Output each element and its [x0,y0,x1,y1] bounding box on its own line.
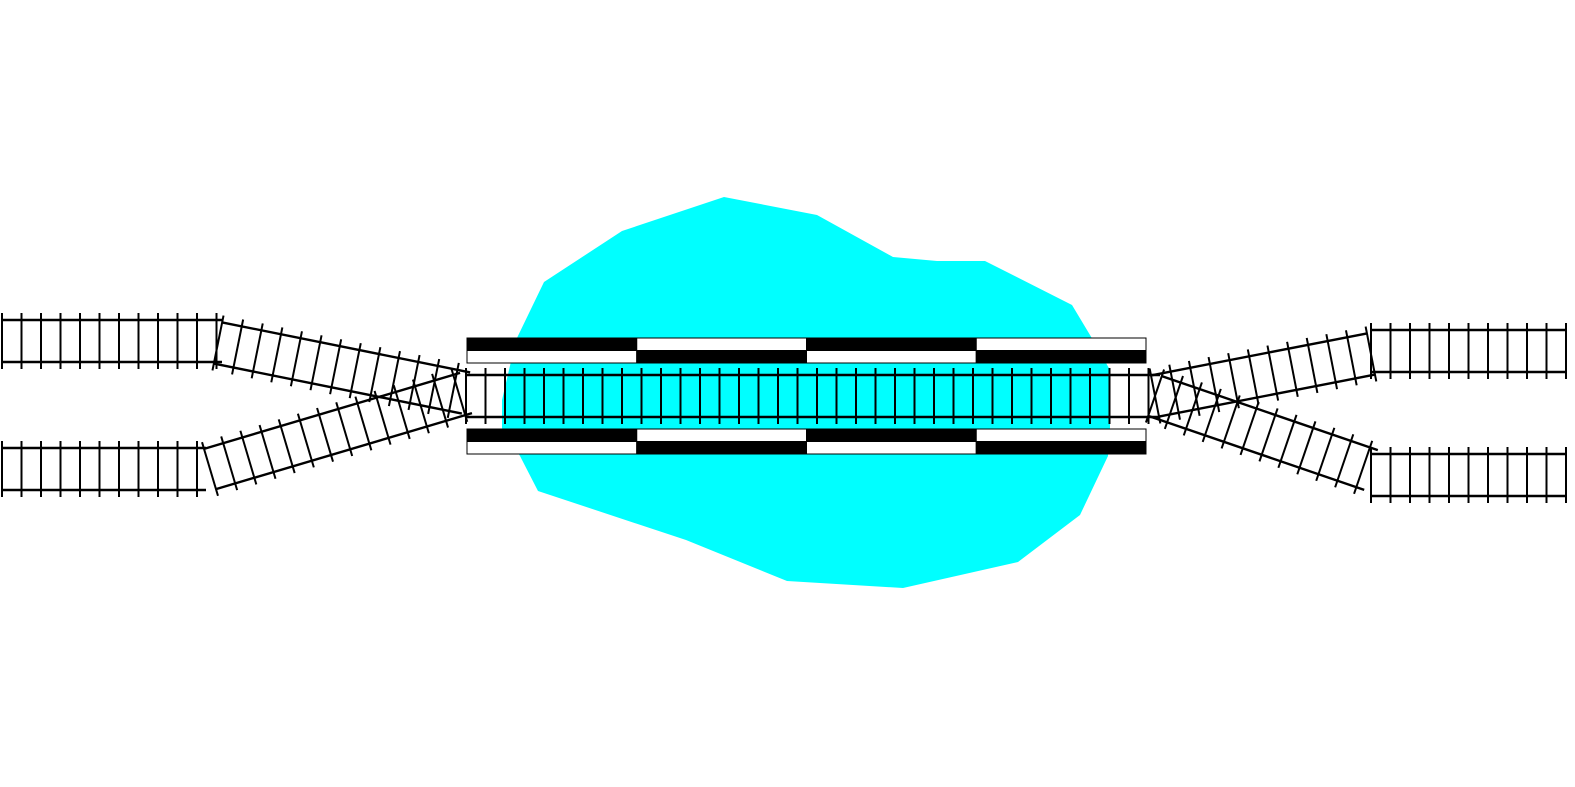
tie [220,436,239,491]
water-body [502,197,1110,588]
tie [411,379,430,434]
platform-block [806,337,977,351]
platform-block [466,337,638,351]
tie [329,339,343,395]
platform-block [466,441,638,455]
tie [450,367,469,423]
platform-block [806,428,977,442]
tie [1334,434,1355,488]
tie [354,396,373,451]
tie [1266,345,1280,401]
platform-block [636,441,807,455]
tie [1163,375,1184,430]
rail [215,411,473,491]
left-upper-stub [1,313,222,369]
tie [1239,401,1260,456]
tie [211,315,225,371]
platform-block [975,350,1147,364]
tie [309,335,323,391]
rail [1158,373,1376,418]
tie [1344,330,1358,386]
tie [1305,337,1319,394]
tie [296,413,315,468]
left-switch-lower [201,367,473,497]
platform-block [806,350,977,364]
platform-block [975,428,1147,442]
tie [1325,333,1339,390]
tie [427,358,441,415]
rail [1150,332,1368,377]
platform-block [636,350,807,364]
platform-block [636,428,807,442]
platform-block [636,337,807,351]
platform-block [466,428,638,442]
tie [387,350,401,407]
tie [1182,382,1203,436]
tie [277,419,296,474]
left-lower-stub [1,441,206,497]
tie [431,373,450,428]
right-switch [1148,326,1378,424]
tie [368,346,382,403]
tie [239,430,258,485]
platform-bottom [466,428,1147,455]
tie [1227,353,1240,409]
tie [1246,349,1260,405]
tie [348,343,362,399]
tie [1277,414,1298,469]
tie [1353,440,1374,495]
rail [1161,374,1379,452]
rail [1147,414,1365,492]
tie [1144,369,1166,423]
right-switch-lower [1144,369,1379,495]
main-track [465,368,1160,424]
tie [1220,395,1241,449]
tracks [1,313,1567,503]
tie [201,441,219,497]
tie [270,327,284,383]
right-upper-stub [1370,323,1567,379]
rail [203,371,461,451]
platform-block [975,441,1147,455]
tie [231,319,245,375]
platform-block [975,337,1147,351]
tie [289,331,303,387]
tie [392,384,411,440]
tie [335,402,354,457]
tie [1315,427,1336,482]
tie [1258,408,1279,462]
platform-block [806,441,977,455]
tie [1168,364,1181,420]
left-switch [211,315,471,419]
tie [1207,356,1221,413]
platform-block [466,350,638,364]
tie [250,323,264,379]
tie [1201,388,1222,443]
tie [316,407,334,462]
tie [373,390,392,445]
tie [1286,341,1299,397]
tie [258,424,277,480]
rail [221,321,471,374]
platform-top [466,337,1147,364]
tie [1296,421,1317,475]
right-lower-stub [1370,447,1567,503]
tie [446,362,460,419]
